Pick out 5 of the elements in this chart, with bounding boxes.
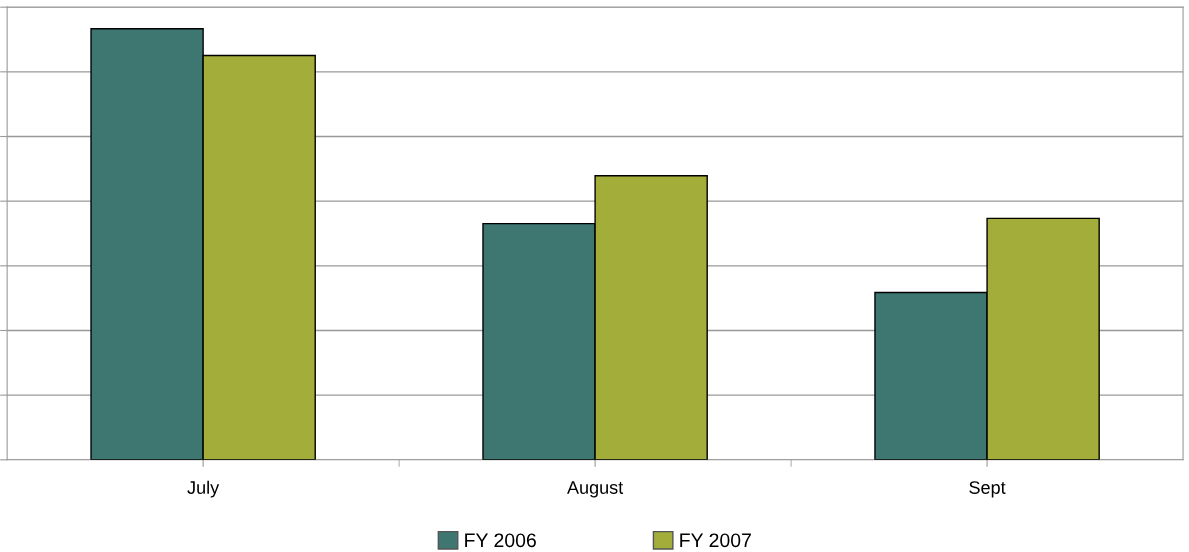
legend-label: FY 2006 <box>465 533 536 548</box>
x-tick-label: July <box>187 480 220 498</box>
x-tick-label: Sept <box>969 481 1006 498</box>
x-tick-label: August <box>567 481 624 498</box>
legend-label: FY 2007 <box>680 533 751 548</box>
